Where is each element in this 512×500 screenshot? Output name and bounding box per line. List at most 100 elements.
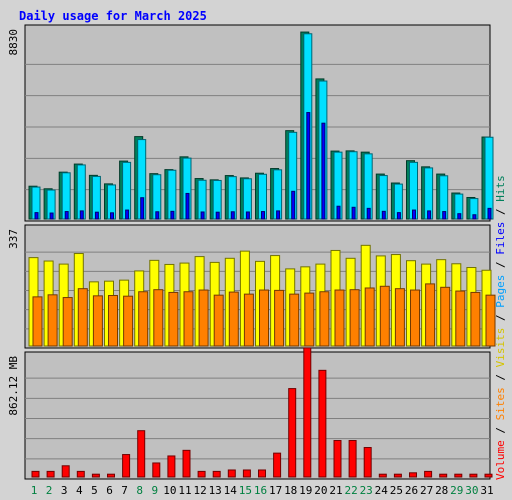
- bar-pages: [306, 112, 311, 220]
- bar-volume: [288, 388, 297, 478]
- day-label: 15: [239, 484, 252, 497]
- bar-volume: [152, 462, 161, 478]
- bar-sites: [32, 296, 43, 347]
- bar-sites: [228, 291, 239, 347]
- bar-sites: [183, 291, 194, 347]
- bar-pages: [291, 190, 296, 220]
- bar-volume: [378, 473, 387, 478]
- legend-separator: /: [494, 308, 507, 328]
- day-label: 16: [254, 484, 267, 497]
- bar-pages: [125, 209, 130, 220]
- bar-sites: [440, 286, 451, 347]
- bar-pages: [155, 211, 160, 220]
- bar-volume: [273, 452, 282, 478]
- bar-volume: [197, 470, 206, 478]
- bar-volume: [212, 470, 221, 478]
- day-label: 7: [121, 484, 128, 497]
- panel-hits-files-pages: 8830: [7, 24, 494, 222]
- legend-item-hits: Hits: [494, 175, 507, 202]
- bar-sites: [334, 289, 345, 347]
- bar-pages: [381, 210, 386, 220]
- bar-pages: [427, 210, 432, 220]
- legend-text: Volume / Sites / Visits / Pages / Files …: [494, 175, 507, 480]
- day-label: 17: [269, 484, 282, 497]
- bar-volume: [363, 447, 372, 478]
- day-label: 27: [420, 484, 433, 497]
- bar-sites: [47, 294, 58, 347]
- legend-separator: /: [494, 420, 507, 440]
- legend-item-files: Files: [494, 222, 507, 255]
- bar-pages: [49, 212, 54, 220]
- day-label: 12: [193, 484, 206, 497]
- bar-pages: [215, 211, 220, 220]
- bar-pages: [64, 211, 69, 220]
- day-label: 22: [344, 484, 357, 497]
- day-label: 19: [299, 484, 312, 497]
- bar-pages: [230, 211, 235, 220]
- bar-volume: [484, 473, 493, 478]
- x-axis-day-labels: 1 2 3 4 5 6 7 8 9 10 11 12 13 14 15 16 17 18 19 20 21 22 23 24 2…: [31, 484, 494, 497]
- legend: Volume / Sites / Visits / Pages / Files …: [494, 175, 507, 480]
- panel-visits-sites: 337: [7, 224, 496, 349]
- bar-sites: [77, 288, 88, 347]
- day-label: 23: [360, 484, 373, 497]
- day-label: 11: [178, 484, 191, 497]
- bar-volume: [167, 455, 176, 478]
- day-label: 10: [163, 484, 176, 497]
- legend-separator: /: [494, 255, 507, 275]
- panel-volume: 862.12 MB: [7, 347, 493, 480]
- bar-pages: [34, 212, 39, 220]
- bar-pages: [170, 210, 175, 220]
- bar-volume: [182, 449, 191, 478]
- legend-item-pages: Pages: [494, 275, 507, 308]
- bar-sites: [243, 293, 254, 347]
- bar-volume: [454, 473, 463, 478]
- bar-pages: [261, 211, 265, 220]
- panel-frame: [24, 351, 491, 480]
- bar-volume: [91, 473, 100, 478]
- bar-volume: [242, 469, 251, 478]
- legend-separator: /: [494, 202, 507, 222]
- day-label: 20: [314, 484, 327, 497]
- bar-volume: [137, 430, 146, 478]
- bar-pages: [442, 211, 447, 220]
- bar-sites: [198, 289, 209, 347]
- bar-sites: [349, 289, 360, 347]
- bar-sites: [213, 294, 224, 347]
- bar-sites: [304, 292, 315, 347]
- bar-pages: [276, 210, 281, 220]
- bar-volume: [76, 470, 85, 478]
- bar-sites: [485, 294, 496, 347]
- bar-pages: [487, 207, 492, 220]
- bar-sites: [168, 291, 179, 347]
- day-label: 5: [91, 484, 98, 497]
- bar-files: [484, 136, 494, 220]
- bar-sites: [319, 291, 330, 347]
- bar-sites: [92, 295, 103, 347]
- bar-volume: [122, 454, 131, 478]
- day-label: 1: [31, 484, 38, 497]
- bar-sites: [62, 297, 73, 347]
- day-label: 6: [106, 484, 113, 497]
- day-label: 30: [465, 484, 478, 497]
- legend-item-visits: Visits: [494, 328, 507, 368]
- bar-volume: [303, 347, 312, 478]
- bar-pages: [457, 213, 462, 220]
- bar-volume: [46, 470, 55, 478]
- bar-sites: [364, 287, 375, 347]
- legend-item-volume: Volume: [494, 440, 507, 480]
- bar-sites: [425, 283, 436, 347]
- bar-volume: [31, 470, 40, 478]
- day-label: 14: [224, 484, 238, 497]
- bar-volume: [227, 469, 236, 478]
- bar-sites: [153, 289, 164, 347]
- bar-pages: [336, 205, 341, 220]
- bar-sites: [410, 289, 420, 347]
- chart-panels: 8830 337 862.12 MB: [7, 24, 496, 480]
- bar-sites: [123, 295, 134, 347]
- bar-volume: [333, 440, 342, 478]
- day-label: 25: [390, 484, 403, 497]
- legend-separator: /: [494, 367, 507, 387]
- bar-sites: [455, 290, 466, 347]
